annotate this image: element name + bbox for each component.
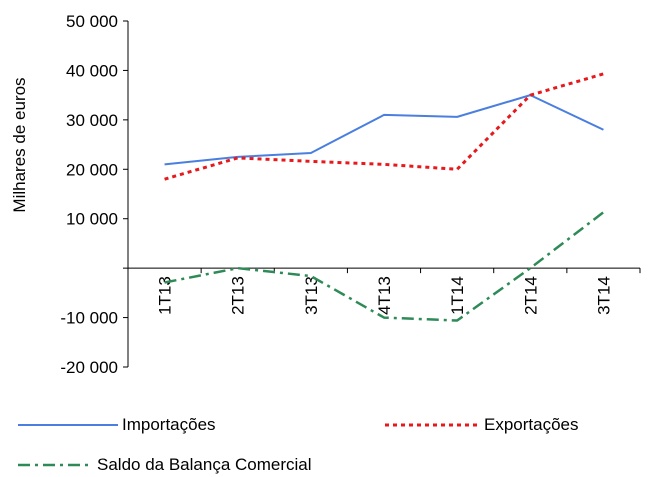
chart-legend: Importações Exportações Saldo da Balança…	[0, 400, 651, 477]
legend-label-importacoes: Importações	[122, 415, 216, 434]
x-tick-label: 2T13	[229, 276, 248, 315]
series-line-0	[164, 94, 604, 166]
legend-swatch-importacoes	[18, 424, 118, 426]
y-tick-labels: -20 000 -10 000 10 000 20 000 30 000 40 000 50…	[60, 12, 118, 377]
line-chart: -20 000 -10 000 10 000 20 000 30 000 40 000 50…	[10, 12, 641, 377]
y-tick-label: 20 000	[66, 160, 118, 179]
legend-item-exportacoes: Exportações	[385, 415, 579, 435]
y-axis-label: Milhares de euros	[10, 77, 29, 212]
legend-swatch-exportacoes	[385, 423, 480, 427]
x-tick-label: 2T14	[521, 276, 540, 315]
x-tick-label: 4T13	[375, 276, 394, 315]
x-tick-label: 3T13	[302, 276, 321, 315]
x-tick-label: 1T14	[448, 276, 467, 315]
y-tick-label: 10 000	[66, 210, 118, 229]
y-tick-label: 50 000	[66, 12, 118, 31]
legend-label-saldo: Saldo da Balança Comercial	[97, 455, 312, 474]
legend-item-saldo: Saldo da Balança Comercial	[18, 455, 312, 475]
y-tick-label: 30 000	[66, 111, 118, 130]
legend-label-exportacoes: Exportações	[484, 415, 579, 434]
x-tick-label: 3T14	[594, 276, 613, 315]
chart-axes	[123, 20, 641, 368]
y-tick-label: -20 000	[60, 358, 118, 377]
series-line-1	[164, 72, 604, 181]
x-tick-label: 1T13	[156, 276, 175, 315]
x-tick-labels: 1T13 2T13 3T13 4T13 1T14 2T14 3T14	[156, 276, 614, 315]
y-tick-label: -10 000	[60, 309, 118, 328]
chart-series	[164, 72, 605, 322]
series-line-2	[164, 211, 605, 322]
y-tick-label: 40 000	[66, 61, 118, 80]
legend-swatch-saldo	[18, 463, 93, 467]
legend-item-importacoes: Importações	[18, 415, 216, 435]
